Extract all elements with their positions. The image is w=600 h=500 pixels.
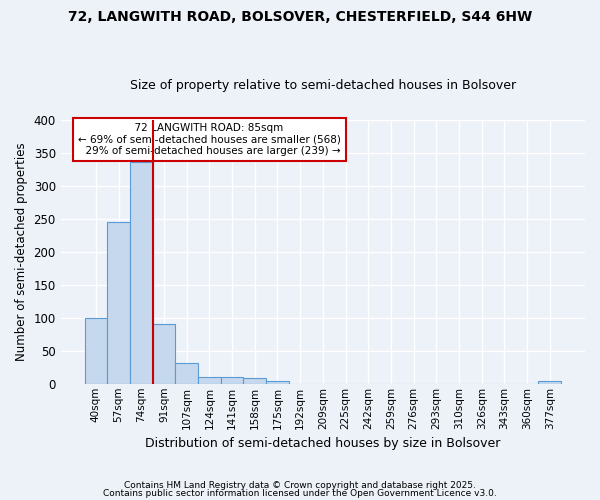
Bar [198, 377, 221, 384]
Bar [266, 381, 289, 384]
Bar [152, 324, 175, 384]
Text: Contains public sector information licensed under the Open Government Licence v3: Contains public sector information licen… [103, 488, 497, 498]
Bar [107, 222, 130, 384]
Y-axis label: Number of semi-detached properties: Number of semi-detached properties [15, 142, 28, 361]
Bar [85, 318, 107, 384]
Bar [175, 362, 198, 384]
Bar [244, 378, 266, 384]
Bar [221, 377, 244, 384]
Text: 72, LANGWITH ROAD, BOLSOVER, CHESTERFIELD, S44 6HW: 72, LANGWITH ROAD, BOLSOVER, CHESTERFIEL… [68, 10, 532, 24]
Bar [538, 381, 561, 384]
Text: 72 LANGWITH ROAD: 85sqm  
← 69% of semi-detached houses are smaller (568)
  29% : 72 LANGWITH ROAD: 85sqm ← 69% of semi-de… [78, 123, 341, 156]
X-axis label: Distribution of semi-detached houses by size in Bolsover: Distribution of semi-detached houses by … [145, 437, 500, 450]
Title: Size of property relative to semi-detached houses in Bolsover: Size of property relative to semi-detach… [130, 79, 516, 92]
Bar [130, 162, 152, 384]
Text: Contains HM Land Registry data © Crown copyright and database right 2025.: Contains HM Land Registry data © Crown c… [124, 481, 476, 490]
